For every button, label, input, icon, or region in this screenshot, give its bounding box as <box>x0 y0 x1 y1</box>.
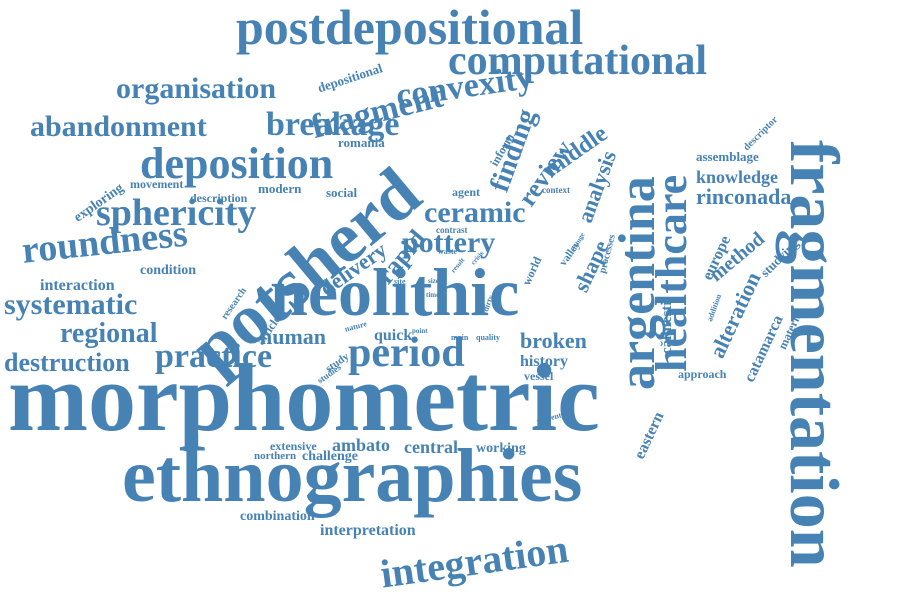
word: context <box>542 185 570 195</box>
word: waste <box>438 247 458 256</box>
word: practice <box>155 338 273 375</box>
word: sphericity <box>96 192 257 234</box>
word: size <box>428 277 439 285</box>
word: human <box>260 324 327 349</box>
word: călinești <box>659 301 675 355</box>
word: breakage <box>266 106 400 143</box>
word: period <box>348 330 465 376</box>
word: assemblage <box>696 149 759 164</box>
word: condition <box>140 263 197 278</box>
word: agent <box>452 185 480 199</box>
word: postdepositional <box>236 0 584 55</box>
word: ethnographies <box>122 434 583 518</box>
word: working <box>476 441 526 456</box>
word: movement <box>130 177 184 191</box>
word: combination <box>240 509 315 524</box>
word: extensive <box>270 439 317 453</box>
word: destruction <box>4 348 130 377</box>
word: interpretation <box>320 522 416 539</box>
word: roundness <box>19 212 190 272</box>
word: point <box>412 327 428 335</box>
word: ceramic <box>424 196 526 229</box>
word: central <box>404 437 458 457</box>
word: history <box>520 353 568 370</box>
word: contrast <box>436 225 468 235</box>
word: quick <box>374 327 413 344</box>
word: romania <box>338 135 385 150</box>
word: modern <box>258 181 302 196</box>
word: broken <box>520 328 587 353</box>
word: challenge <box>302 449 358 464</box>
word: social <box>326 185 358 200</box>
word: world <box>519 254 545 288</box>
word: computational <box>448 38 708 84</box>
word: description <box>190 191 248 205</box>
word: time <box>426 291 440 299</box>
word: rinconada <box>696 184 792 209</box>
word: deposition <box>140 139 334 188</box>
word: organisation <box>116 72 277 105</box>
word: ambato <box>332 435 390 455</box>
word: site <box>394 277 406 286</box>
word: knowledge <box>696 167 779 187</box>
word: neolithic <box>270 254 520 330</box>
word: eastern <box>631 409 668 462</box>
word: depositional <box>315 60 385 96</box>
word: abandonment <box>30 110 207 143</box>
word: quality <box>476 333 501 342</box>
word: approach <box>678 367 727 381</box>
word: northern <box>254 450 297 462</box>
word: morphometric <box>8 344 600 451</box>
word: pottery <box>402 226 496 259</box>
word: role <box>392 267 404 275</box>
word: regional <box>60 318 158 349</box>
word: vessel <box>524 369 554 383</box>
word: systematic <box>4 288 138 321</box>
word: main <box>451 333 469 342</box>
word: interaction <box>40 277 115 294</box>
